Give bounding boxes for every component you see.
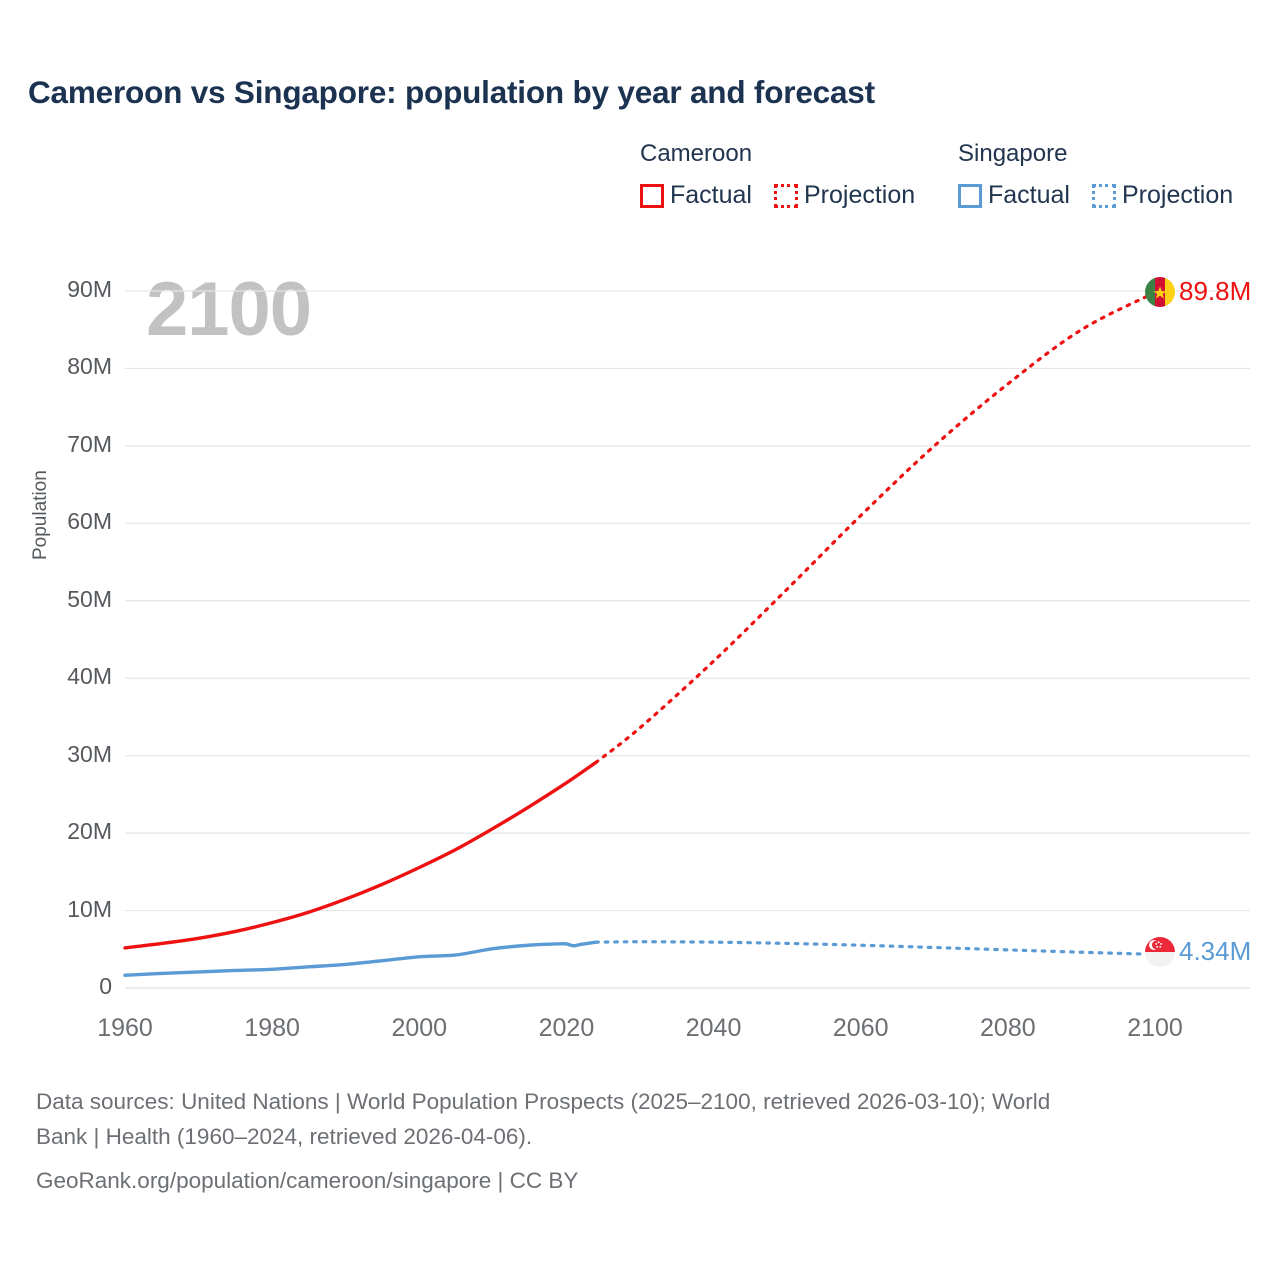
y-tick-label: 80M <box>67 353 112 380</box>
cameroon-endpoint-value: 89.8M <box>1179 276 1252 306</box>
x-tick-label: 1980 <box>244 1014 300 1042</box>
y-tick-label: 30M <box>67 740 112 767</box>
legend-item-cameroon-factual[interactable]: Factual <box>640 181 752 210</box>
y-tick-label: 20M <box>67 818 112 845</box>
legend-country-cameroon: Cameroon <box>640 140 753 167</box>
footer-line-2: Bank | Health (1960–2024, retrieved 2026… <box>36 1124 533 1149</box>
singapore-flag-icon <box>1145 936 1175 967</box>
cameroon-projection-line <box>594 290 1157 765</box>
singapore-factual-line <box>123 940 598 977</box>
x-tick-label: 2100 <box>1127 1014 1183 1042</box>
legend-label-cameroon-projection: Projection <box>803 181 916 209</box>
legend-swatch-dotted-blue-icon <box>1091 183 1116 208</box>
legend-swatch-solid-blue-icon <box>958 183 982 208</box>
cameroon-factual-line <box>123 760 598 950</box>
legend-group-singapore: Singapore Factual Projection <box>958 140 1233 210</box>
y-tick-label: 50M <box>67 585 112 612</box>
singapore-endpoint: 4.34M <box>1145 936 1251 967</box>
x-tick-label: 2000 <box>391 1014 448 1042</box>
singapore-endpoint-value: 4.34M <box>1179 936 1252 966</box>
legend-country-singapore: Singapore <box>958 140 1068 167</box>
legend-item-cameroon-projection[interactable]: Projection <box>773 181 916 210</box>
y-tick-label: 0 <box>99 973 112 999</box>
legend-swatch-solid-red-icon <box>640 183 664 208</box>
legend-swatch-dotted-red-icon <box>773 183 798 208</box>
legend-label-singapore-factual: Factual <box>988 181 1070 209</box>
y-axis-ticks: 0 10M 20M 30M 40M 50M 60M 70M 80M 90M <box>0 0 112 1280</box>
x-tick-label: 2060 <box>832 1014 889 1042</box>
footer-line-1: Data sources: United Nations | World Pop… <box>36 1089 1051 1114</box>
chart-legend: Cameroon Factual Projection Singapore Fa… <box>640 140 1260 220</box>
footer-line-3[interactable]: GeoRank.org/population/cameroon/singapor… <box>36 1168 579 1193</box>
y-tick-label: 90M <box>67 276 112 302</box>
x-tick-label: 2040 <box>685 1014 742 1042</box>
y-tick-label: 10M <box>67 895 112 922</box>
cameroon-flag-icon <box>1145 276 1175 307</box>
legend-label-singapore-projection: Projection <box>1121 181 1234 209</box>
legend-group-cameroon: Cameroon Factual Projection <box>640 140 915 210</box>
y-tick-label: 60M <box>67 508 112 535</box>
y-tick-label: 70M <box>67 430 112 457</box>
x-tick-label: 2080 <box>980 1014 1036 1042</box>
x-tick-label: 2020 <box>538 1014 595 1042</box>
y-tick-label: 40M <box>67 663 112 690</box>
footer-sources: Data sources: United Nations | World Pop… <box>36 1084 1251 1198</box>
year-watermark: 2100 <box>146 267 312 352</box>
legend-item-singapore-projection[interactable]: Projection <box>1091 181 1234 210</box>
page-title: Cameroon vs Singapore: population by yea… <box>28 74 875 110</box>
legend-item-singapore-factual[interactable]: Factual <box>958 181 1070 210</box>
singapore-projection-line <box>594 940 1157 956</box>
legend-label-cameroon-factual: Factual <box>670 181 752 209</box>
x-tick-label: 1960 <box>97 1014 153 1042</box>
cameroon-endpoint: 89.8M <box>1145 276 1251 307</box>
